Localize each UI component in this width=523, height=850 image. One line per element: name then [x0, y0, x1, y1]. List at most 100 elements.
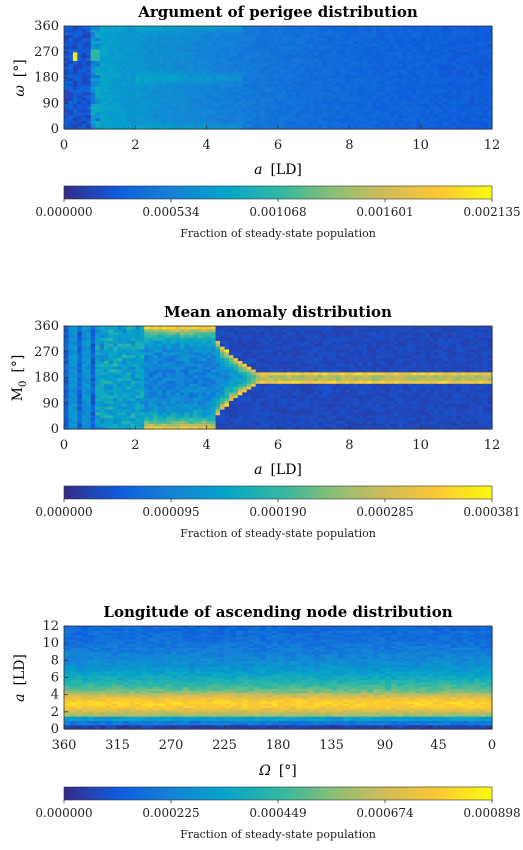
heatmap-cell: [286, 43, 292, 47]
heatmap-cell: [139, 77, 145, 81]
heatmap-cell: [425, 97, 431, 101]
heatmap-cell: [447, 80, 453, 84]
heatmap-cell: [224, 71, 230, 76]
heatmap-cell: [228, 326, 235, 330]
heatmap-cell: [255, 114, 261, 119]
heatmap-cell: [206, 374, 212, 379]
heatmap-cell: [327, 114, 333, 119]
heatmap-cell: [95, 31, 101, 36]
heatmap-cell: [179, 34, 185, 39]
heatmap-cell: [108, 57, 114, 61]
heatmap-cell: [224, 94, 230, 99]
heatmap-cell: [171, 377, 177, 381]
heatmap-cell: [171, 360, 177, 364]
heatmap-cell: [246, 426, 252, 430]
heatmap-cell: [95, 368, 101, 373]
heatmap-cell: [117, 37, 123, 41]
heatmap-cell: [171, 388, 177, 393]
heatmap-cell: [135, 126, 141, 130]
heatmap-cell: [148, 117, 154, 122]
heatmap-cell: [224, 28, 230, 33]
heatmap-cell: [322, 66, 328, 70]
heatmap-cell: [291, 60, 297, 64]
heatmap-cell: [469, 34, 475, 39]
heatmap-cell: [108, 43, 114, 47]
heatmap-cell: [215, 340, 221, 344]
heatmap-cell: [188, 354, 194, 359]
heatmap-cell: [286, 31, 292, 36]
heatmap-cell: [340, 63, 346, 67]
heatmap-cell: [86, 388, 92, 393]
heatmap-cell: [202, 357, 208, 361]
heatmap-cell: [447, 66, 453, 70]
heatmap-cell: [179, 114, 185, 119]
heatmap-cell: [72, 106, 78, 110]
heatmap-cell: [99, 374, 105, 379]
heatmap-cell: [179, 123, 185, 127]
heatmap-cell: [211, 328, 217, 333]
heatmap-cell: [260, 91, 266, 96]
heatmap-cell: [86, 380, 92, 384]
heatmap-cell: [233, 63, 239, 67]
heatmap-cell: [300, 103, 306, 107]
heatmap-cell: [420, 43, 426, 47]
heatmap-cell: [358, 94, 364, 99]
heatmap-cell: [456, 26, 462, 30]
heatmap-cell: [202, 400, 208, 404]
heatmap-cell: [483, 83, 489, 87]
heatmap-cell: [251, 126, 257, 130]
heatmap-cell: [398, 54, 404, 59]
heatmap-cell: [99, 43, 105, 47]
heatmap-cell: [104, 74, 110, 79]
heatmap-cell: [385, 48, 391, 53]
heatmap-cell: [86, 374, 92, 379]
heatmap-cell: [451, 48, 457, 53]
heatmap-cell: [188, 117, 194, 122]
heatmap-cell: [242, 331, 248, 336]
heatmap-cell: [130, 66, 136, 70]
heatmap-cell: [438, 77, 444, 81]
heatmap-cell: [68, 383, 74, 387]
heatmap-cell: [220, 88, 226, 93]
heatmap-cell: [313, 31, 319, 36]
heatmap-cell: [344, 117, 350, 122]
heatmap-cell: [121, 328, 128, 333]
heatmap-cell: [117, 83, 123, 87]
heatmap-cell: [224, 111, 230, 116]
heatmap-cell: [389, 91, 395, 96]
heatmap-cell: [206, 426, 212, 430]
heatmap-cell: [353, 103, 359, 107]
heatmap-cell: [108, 388, 114, 393]
heatmap-cell: [237, 77, 243, 81]
heatmap-cell: [64, 334, 70, 339]
heatmap-cell: [429, 114, 435, 119]
heatmap-cell: [188, 423, 194, 427]
heatmap-cell: [77, 366, 83, 370]
heatmap-cell: [157, 383, 163, 387]
heatmap-cell: [362, 117, 368, 122]
heatmap-cell: [228, 63, 235, 67]
heatmap-cell: [117, 97, 123, 101]
heatmap-cell: [197, 108, 203, 113]
heatmap-cell: [353, 117, 359, 122]
heatmap-cell: [362, 34, 368, 39]
heatmap-cell: [184, 103, 190, 107]
heatmap-cell: [86, 91, 92, 96]
heatmap-cell: [393, 48, 399, 53]
heatmap-cell: [318, 40, 324, 44]
heatmap-cell: [393, 108, 399, 113]
heatmap-cell: [278, 91, 284, 96]
heatmap-cell: [144, 28, 150, 33]
heatmap-cell: [460, 88, 466, 93]
heatmap-cell: [474, 37, 480, 41]
heatmap-cell: [81, 26, 87, 30]
heatmap-cell: [353, 108, 359, 113]
heatmap-cell: [130, 34, 136, 39]
heatmap-cell: [264, 77, 270, 81]
heatmap-cell: [72, 31, 78, 36]
heatmap-cell: [237, 417, 243, 422]
heatmap-cell: [202, 68, 208, 73]
heatmap-cell: [104, 34, 110, 39]
heatmap-cell: [166, 423, 172, 427]
heatmap-cell: [175, 43, 181, 47]
